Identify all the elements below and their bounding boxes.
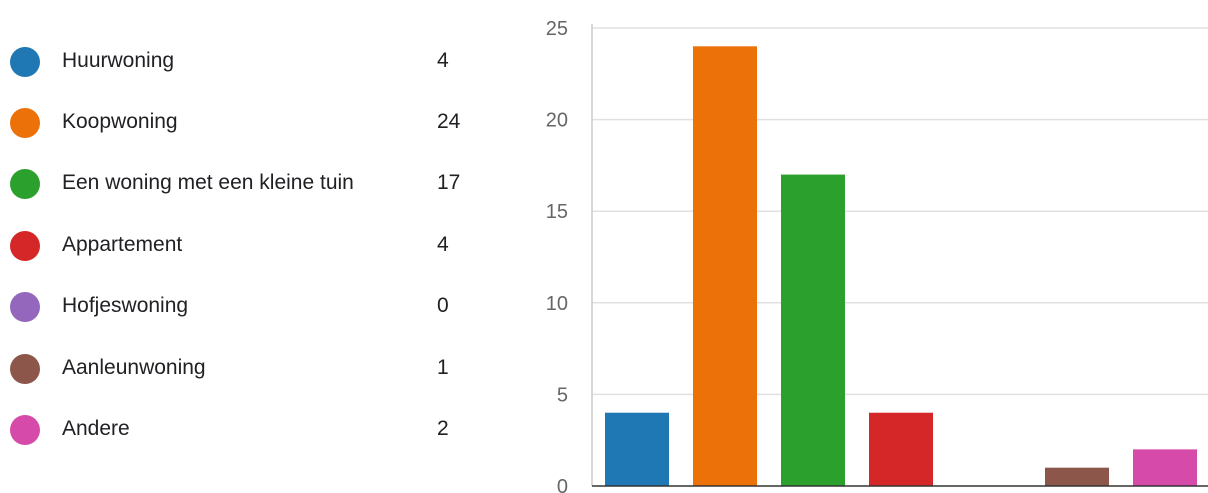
legend-label: Een woning met een kleine tuin <box>62 171 354 194</box>
legend-item-hofjeswoning: Hofjeswoning 0 <box>0 288 500 328</box>
legend-item-andere: Andere 2 <box>0 411 500 451</box>
legend-swatch <box>10 47 40 77</box>
legend-label: Huurwoning <box>62 49 175 72</box>
legend-label: Koopwoning <box>62 110 178 133</box>
y-tick-label: 5 <box>557 384 568 406</box>
bar-andere <box>1133 449 1197 486</box>
legend-item-huurwoning: Huurwoning 4 <box>0 43 500 83</box>
legend-label: Aanleunwoning <box>62 356 206 379</box>
bar-een-woning-met-een-kleine-tuin <box>781 174 845 486</box>
y-tick-label: 10 <box>546 293 568 315</box>
y-tick-label: 15 <box>546 201 568 223</box>
y-tick-label: 20 <box>546 110 568 132</box>
chart-legend: Huurwoning 4 Koopwoning 24 Een woning me… <box>0 0 500 493</box>
legend-swatch <box>10 292 40 322</box>
legend-count: 4 <box>437 233 449 256</box>
legend-swatch <box>10 231 40 261</box>
legend-count: 1 <box>437 356 449 379</box>
legend-item-appartement: Appartement 4 <box>0 227 500 267</box>
legend-swatch <box>10 354 40 384</box>
legend-count: 0 <box>437 294 449 317</box>
legend-item-koopwoning: Koopwoning 24 <box>0 104 500 144</box>
legend-label: Appartement <box>62 233 183 256</box>
legend-swatch <box>10 415 40 445</box>
legend-count: 2 <box>437 417 449 440</box>
bar-appartement <box>869 412 933 486</box>
legend-label: Andere <box>62 417 130 440</box>
legend-item-aanleunwoning: Aanleunwoning 1 <box>0 350 500 390</box>
legend-item-woning-kleine-tuin: Een woning met een kleine tuin 17 <box>0 165 500 205</box>
bar-huurwoning <box>605 412 669 486</box>
bar-aanleunwoning <box>1045 467 1109 486</box>
legend-label: Hofjeswoning <box>62 294 189 317</box>
y-tick-label: 0 <box>557 476 568 493</box>
legend-swatch <box>10 108 40 138</box>
y-tick-label: 25 <box>546 18 568 40</box>
bar-koopwoning <box>693 46 757 486</box>
legend-count: 24 <box>437 110 461 133</box>
legend-swatch <box>10 169 40 199</box>
legend-count: 17 <box>437 171 461 194</box>
legend-count: 4 <box>437 49 449 72</box>
